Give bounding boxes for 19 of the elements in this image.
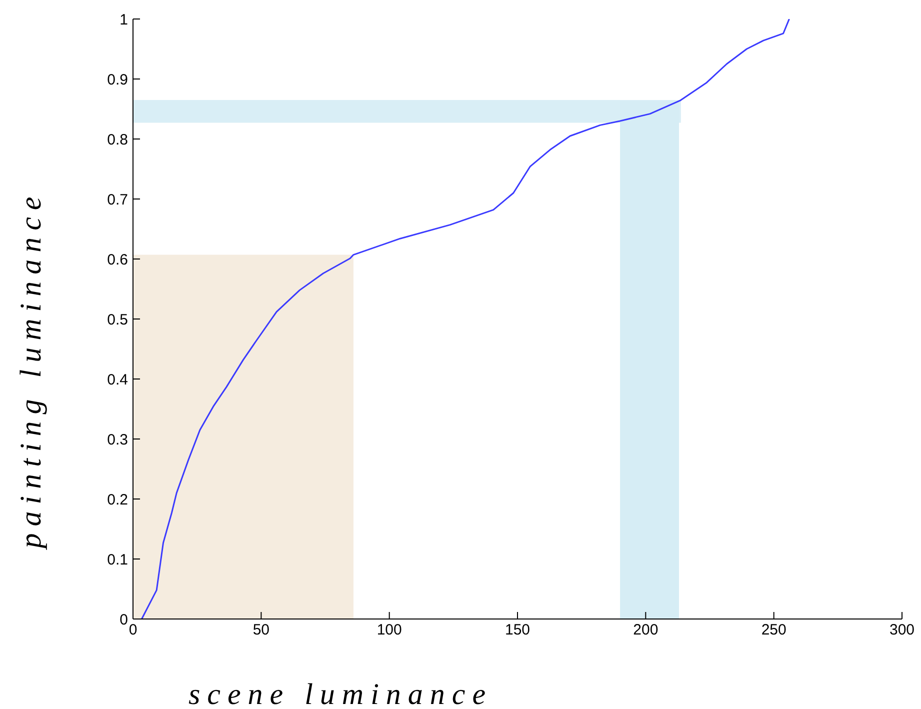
y-tick-label: 0.7 (107, 191, 128, 208)
y-tick-label: 0.5 (107, 311, 128, 328)
x-tick-label: 100 (376, 622, 402, 639)
x-tick-label: 200 (633, 622, 658, 639)
y-tick-label: 1 (120, 11, 128, 28)
y-axis-title: painting luminance (14, 190, 48, 550)
x-tick-label: 300 (889, 622, 915, 639)
x-axis-title: scene luminance (188, 678, 493, 709)
x-tick-label: 50 (252, 622, 270, 639)
y-tick-label: 0.9 (107, 71, 128, 88)
y-tick-label: 0.4 (107, 371, 128, 388)
x-tick-label: 150 (504, 622, 530, 639)
y-tick-label: 0.6 (107, 251, 128, 268)
y-tick-label: 0.3 (107, 431, 128, 448)
y-tick-label: 0.8 (107, 131, 128, 148)
y-tick-label: 0.1 (107, 551, 128, 568)
line-series (140, 19, 790, 619)
x-tick-label: 250 (761, 622, 786, 639)
y-tick-label: 0.2 (107, 491, 128, 508)
